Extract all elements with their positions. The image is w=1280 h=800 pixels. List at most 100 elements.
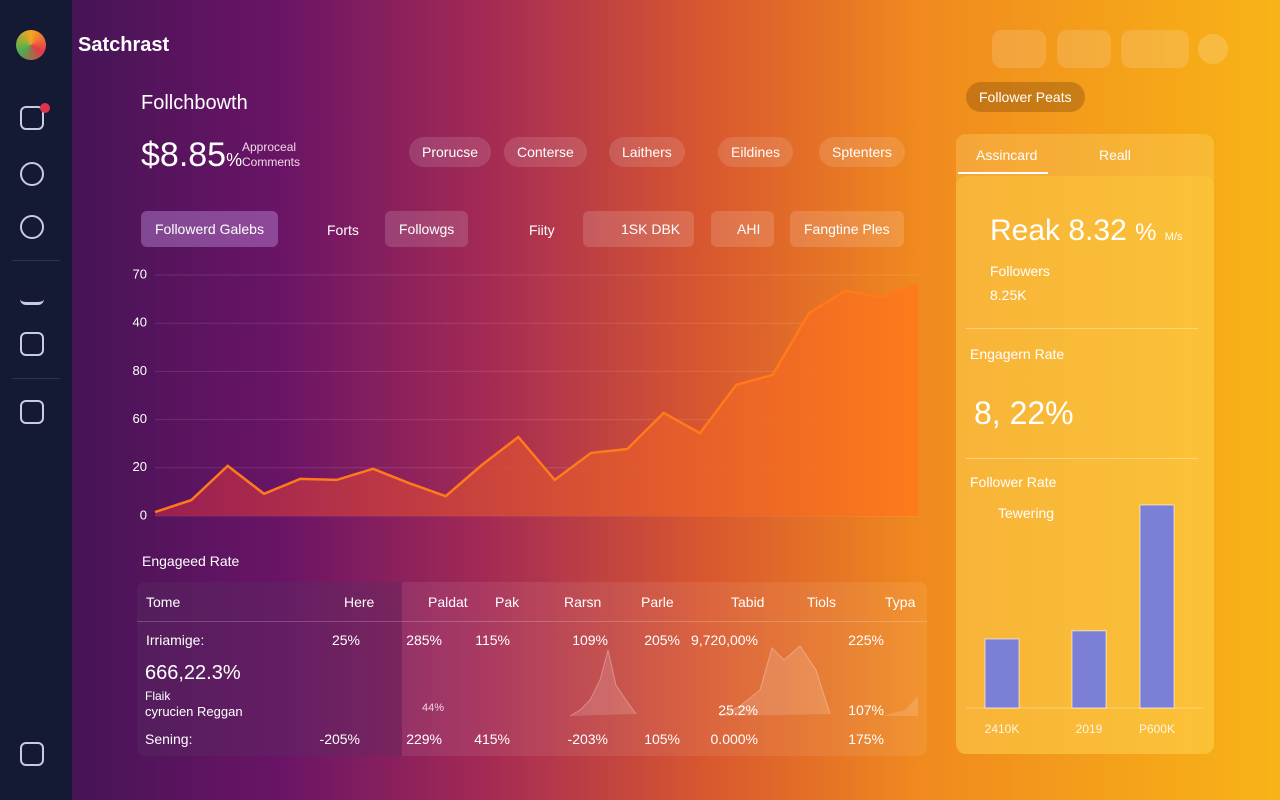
table-cell: 285%	[406, 632, 442, 648]
metric-note: Approceal Comments	[242, 140, 300, 170]
panel-value: 8, 22%	[974, 395, 1074, 431]
table-cell: Rarsn	[564, 594, 602, 610]
filter[interactable]: Fangtine Ples	[790, 211, 904, 247]
area-line	[154, 283, 919, 514]
sparkline	[569, 649, 637, 717]
panel-headline: Reak 8.32 % M/s	[990, 214, 1183, 248]
table-cell: 9,720,00%	[691, 632, 758, 648]
headline-unit: %	[1135, 219, 1157, 246]
filter[interactable]: Forts	[327, 222, 359, 238]
nav-icon[interactable]	[20, 400, 44, 424]
nav-icon[interactable]	[20, 742, 44, 766]
y-tick-label: 40	[133, 315, 147, 330]
sparkline	[719, 645, 831, 717]
filter[interactable]: AHI	[711, 211, 775, 247]
table-cell: -203%	[567, 731, 608, 747]
nav-icon[interactable]	[20, 162, 44, 186]
nav-icon[interactable]	[20, 215, 44, 239]
y-tick-label: 80	[133, 363, 147, 378]
sidebar	[0, 0, 72, 800]
table-cell: Irriamige:	[146, 632, 205, 648]
tab[interactable]: Sptenters	[819, 137, 905, 167]
table	[137, 582, 927, 756]
table-cell: -205%	[319, 731, 360, 747]
table-divider	[137, 621, 927, 622]
panel-tab[interactable]: Reall	[1099, 147, 1131, 163]
filter[interactable]: Followgs	[385, 211, 469, 247]
tab[interactable]: Prorucse	[409, 137, 492, 167]
table-cell: 44%	[421, 702, 444, 714]
nav-icon[interactable]	[20, 106, 44, 130]
x-tick-label: 2019	[1076, 722, 1103, 736]
panel-item: 8.25K	[990, 287, 1027, 303]
table-cell: 25%	[331, 632, 360, 648]
metric-unit: %	[226, 150, 243, 170]
tab[interactable]: Laithers	[609, 137, 685, 167]
add-button[interactable]	[1198, 34, 1228, 64]
table-cell: 225%	[848, 632, 884, 648]
table-cell: 205%	[644, 632, 680, 648]
bar-chart: 2410K 2019 P600K	[966, 504, 1204, 736]
icon-button[interactable]	[1057, 30, 1111, 68]
sparkline	[880, 696, 918, 716]
filter[interactable]: Followerd Galebs	[141, 211, 278, 247]
tab-underline	[958, 172, 1048, 174]
app-name: Satchrast	[78, 34, 170, 56]
table-cell: Pak	[495, 594, 520, 610]
panel-item: Followers	[990, 263, 1050, 279]
filter[interactable]: Fiity	[529, 222, 555, 238]
table-cell: 415%	[474, 731, 510, 747]
divider	[966, 328, 1198, 329]
table-cell: Tome	[146, 594, 181, 610]
y-tick-label: 70	[133, 266, 147, 281]
y-tick-label: 0	[140, 507, 147, 522]
panel-label: Follower Rate	[970, 474, 1057, 490]
table-cell: Sening:	[145, 731, 193, 747]
y-tick-label: 60	[133, 411, 147, 426]
filter[interactable]: 1SK DBK	[583, 211, 695, 247]
area-fill	[155, 284, 918, 516]
x-tick-label: 2410K	[985, 722, 1020, 736]
icon-button[interactable]	[1121, 30, 1189, 68]
table-cell: 107%	[848, 702, 884, 718]
table-cell: 25.2%	[718, 702, 758, 718]
panel-note: Tewering	[998, 505, 1055, 521]
table-cell: Flaik	[145, 689, 171, 703]
table-cell: Paldat	[428, 594, 468, 610]
table-cell: Typa	[885, 594, 916, 610]
bar	[1071, 630, 1107, 709]
metric-value: $8.85	[141, 136, 227, 174]
table-cell: 115%	[475, 632, 510, 648]
headline-note: M/s	[1164, 231, 1183, 243]
divider	[966, 458, 1198, 459]
tab[interactable]: Conterse	[504, 137, 587, 167]
table-cell: 229%	[406, 731, 442, 747]
badge[interactable]: Follower Peats	[966, 82, 1085, 112]
table-title: Engageed Rate	[142, 553, 240, 569]
x-tick-label: P600K	[1139, 722, 1175, 736]
headline-value: Reak 8.32	[990, 214, 1127, 247]
sparklines	[569, 645, 918, 717]
table-cell: Tiols	[807, 594, 837, 610]
table-cell: 175%	[848, 731, 884, 747]
divider	[12, 378, 60, 379]
table-cell: 666,22.3%	[145, 662, 241, 684]
divider	[12, 260, 60, 261]
logo	[16, 30, 46, 60]
table-cell: Here	[344, 594, 375, 610]
icon-button[interactable]	[992, 30, 1046, 68]
nav-icon[interactable]	[20, 281, 44, 305]
tab[interactable]: Eildines	[718, 137, 794, 167]
bar	[1139, 504, 1175, 709]
table-cell: 0.000%	[710, 731, 758, 747]
panel-label: Engagern Rate	[970, 346, 1065, 362]
table-cell: cyrucien Reggan	[145, 704, 243, 719]
page-title: Follchbowth	[141, 92, 248, 114]
panel-tab[interactable]: Assincard	[976, 147, 1038, 163]
nav-icon[interactable]	[20, 332, 44, 356]
note-line: Approceal	[242, 140, 297, 154]
table-cell: 105%	[644, 731, 680, 747]
table-cell: 109%	[572, 632, 608, 648]
note-line: Comments	[242, 155, 301, 169]
